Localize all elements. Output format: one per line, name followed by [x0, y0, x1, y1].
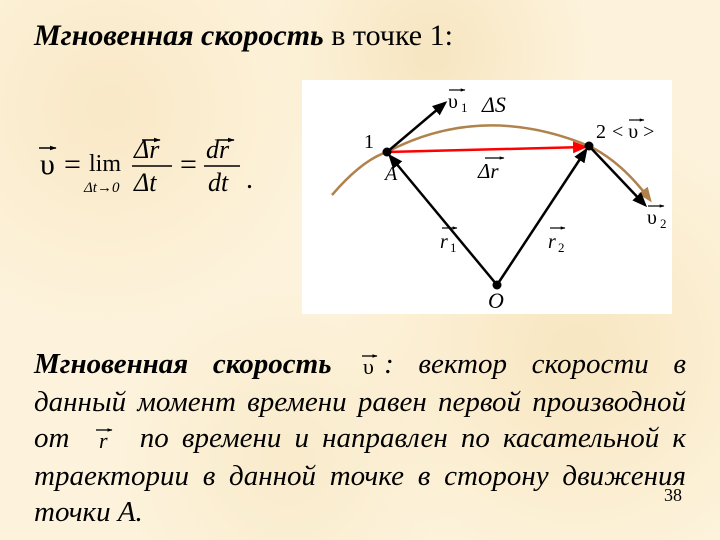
body-lead: Мгновенная скорость	[34, 348, 331, 380]
formula-container: υ = lim Δt→0 Δr Δt = dr dt .	[34, 80, 294, 231]
delta-r-vector	[387, 147, 585, 152]
svg-text:1: 1	[450, 240, 457, 255]
formula-lim-sub: Δt→0	[83, 180, 120, 196]
svg-text:2: 2	[558, 240, 565, 255]
formula-eq1: =	[64, 148, 81, 181]
svg-text:2: 2	[660, 216, 667, 231]
r2-vector	[497, 150, 586, 285]
svg-text:1: 1	[461, 100, 468, 115]
page-number: 38	[664, 485, 682, 506]
svg-text:υ: υ	[647, 207, 657, 229]
trajectory-diagram: O 1 2 A ΔS Δr r 1 r 2 υ 1	[302, 80, 672, 314]
title-rest: в точке 1:	[324, 19, 453, 52]
svg-text:υ: υ	[448, 91, 458, 113]
formula-num1: Δr	[133, 135, 160, 164]
inline-r-symbol: r	[83, 421, 127, 458]
label-dr: Δr	[477, 159, 499, 183]
label-O: O	[488, 288, 504, 313]
svg-text:r: r	[440, 231, 448, 253]
slide-content: Мгновенная скорость в точке 1: υ = lim Δ…	[0, 0, 720, 540]
v2-vector	[589, 146, 645, 205]
svg-text:r: r	[99, 428, 108, 452]
label-dS: ΔS	[481, 92, 506, 117]
velocity-formula: υ = lim Δt→0 Δr Δt = dr dt .	[34, 116, 294, 226]
formula-den2: dt	[208, 168, 229, 197]
point-1	[383, 148, 392, 157]
svg-text:< υ >: < υ >	[612, 121, 654, 143]
formula-num2: dr	[206, 135, 230, 164]
point-2	[585, 142, 594, 151]
formula-dot: .	[246, 164, 253, 195]
formula-eq2: =	[180, 148, 197, 181]
label-2: 2	[596, 121, 606, 143]
title-emphasis: Мгновенная скорость	[34, 19, 324, 52]
slide-title: Мгновенная скорость в точке 1:	[34, 18, 686, 54]
svg-text:υ: υ	[363, 354, 374, 378]
body-text: Мгновенная скорость υ: вектор скорости в…	[34, 346, 686, 531]
inline-v-symbol: υ	[356, 347, 384, 384]
body-seg2: по времени и направлен по каса­тель­ной …	[34, 422, 686, 528]
formula-lim: lim	[89, 151, 121, 177]
formula-and-diagram-row: υ = lim Δt→0 Δr Δt = dr dt .	[34, 80, 686, 314]
formula-v: υ	[40, 148, 55, 181]
label-A: A	[383, 163, 398, 185]
formula-den1: Δt	[133, 168, 157, 197]
v1-vector	[387, 103, 445, 152]
svg-text:r: r	[548, 231, 556, 253]
label-1: 1	[364, 131, 374, 153]
